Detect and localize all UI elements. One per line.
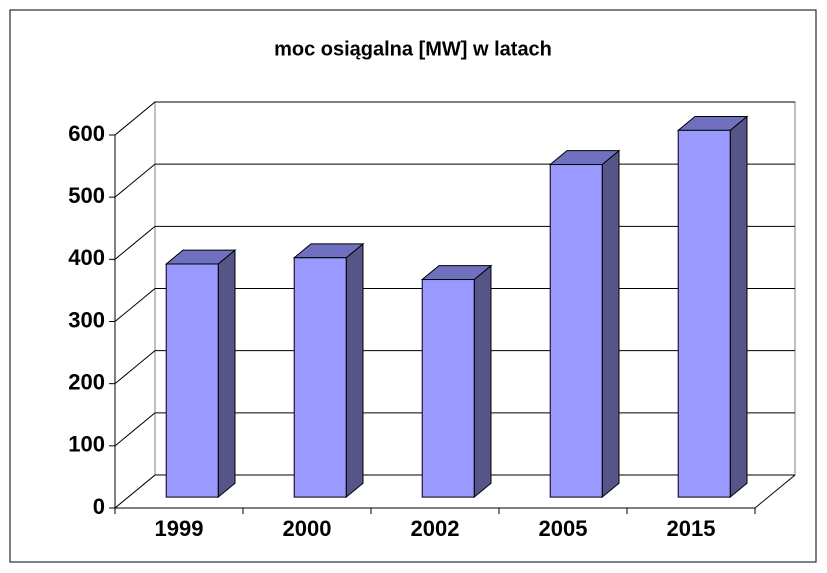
bar xyxy=(677,129,731,498)
bar-side xyxy=(601,149,620,499)
y-tick-label: 600 xyxy=(68,121,105,146)
x-tick-label: 2000 xyxy=(283,516,332,541)
x-tick-label: 2002 xyxy=(411,516,460,541)
bar-side xyxy=(729,115,748,499)
bar xyxy=(549,164,603,498)
bar-side xyxy=(473,264,492,499)
bar xyxy=(293,257,347,498)
y-tick-label: 500 xyxy=(68,183,105,208)
y-tick-label: 200 xyxy=(68,369,105,394)
x-tick-label: 1999 xyxy=(155,516,204,541)
x-tick-label: 2015 xyxy=(667,516,716,541)
y-tick-label: 400 xyxy=(68,245,105,270)
bar-side xyxy=(345,242,364,499)
y-tick-label: 0 xyxy=(93,494,105,519)
chart-title: moc osiągalna [MW] w latach xyxy=(274,38,552,60)
y-tick-label: 100 xyxy=(68,432,105,457)
grid-line xyxy=(114,101,795,136)
bar xyxy=(421,279,475,498)
bar-side xyxy=(217,249,236,499)
bar xyxy=(165,263,219,498)
x-tick-label: 2005 xyxy=(539,516,588,541)
y-tick-label: 300 xyxy=(68,307,105,332)
